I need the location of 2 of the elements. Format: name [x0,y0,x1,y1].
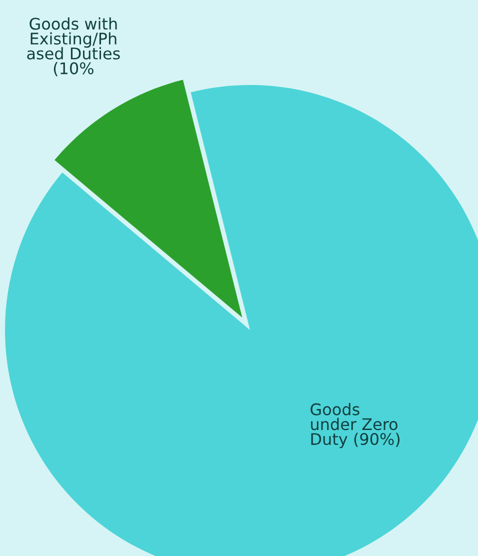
slice-label: Goods under Zero Duty (90%) [310,402,400,448]
slice-label: Goods with Existing/Ph ased Duties (10% [27,17,120,76]
